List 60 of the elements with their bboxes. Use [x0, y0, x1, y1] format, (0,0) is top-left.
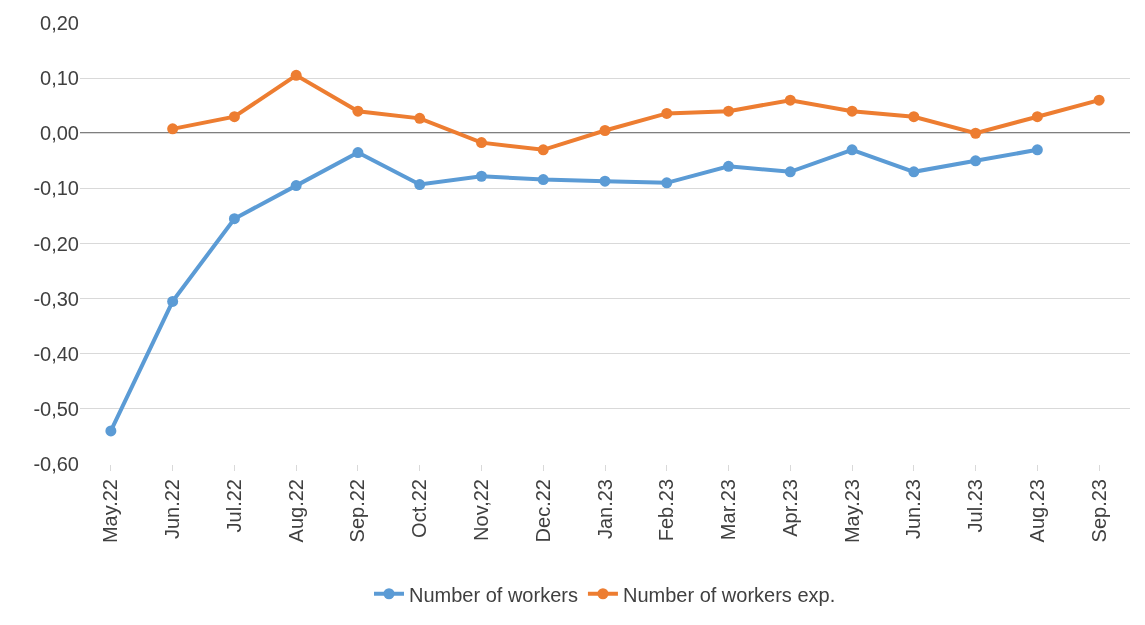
point [846, 144, 858, 156]
y-tick-label: -0,40 [33, 342, 79, 365]
y-tick-label: -0,50 [33, 397, 79, 420]
point [105, 425, 117, 437]
point [352, 147, 364, 159]
x-tick-label: Aug.22 [284, 479, 307, 543]
y-tick-label: -0,30 [33, 287, 79, 310]
x-tick-label: Sep.23 [1087, 479, 1110, 543]
x-tick-label: Aug.23 [1025, 479, 1048, 543]
point [290, 180, 302, 192]
point [290, 69, 302, 81]
x-tick-label: Mar.23 [717, 479, 740, 541]
point [537, 144, 549, 156]
point [167, 295, 179, 307]
point [723, 105, 735, 117]
point [414, 179, 426, 191]
legend-label: Number of workers [409, 583, 578, 606]
point [661, 107, 673, 119]
point [908, 111, 920, 123]
y-tick-label: 0,20 [40, 12, 79, 34]
point [414, 112, 426, 124]
point [475, 137, 487, 149]
point [784, 94, 796, 106]
y-tick-label: -0,20 [33, 232, 79, 255]
x-tick-label: Jun.22 [161, 479, 184, 540]
point [1031, 144, 1043, 156]
x-tick-label: Oct.22 [408, 479, 431, 538]
x-tick-label: Jun.23 [902, 479, 925, 540]
point [784, 166, 796, 178]
x-tick-label: Jul.22 [222, 479, 245, 533]
point [599, 175, 611, 187]
point [970, 127, 982, 139]
x-tick-label: Apr.23 [778, 479, 801, 537]
y-tick-label: -0,60 [33, 453, 79, 475]
point [599, 124, 611, 136]
y-tick-label: 0,00 [40, 122, 79, 145]
point [846, 105, 858, 117]
legend-label: Number of workers exp. [622, 583, 836, 606]
point [228, 111, 240, 123]
point [537, 174, 549, 186]
point [723, 160, 735, 172]
point [970, 155, 982, 167]
point [1093, 94, 1105, 106]
x-tick-label: Dec.22 [531, 479, 554, 543]
point [1031, 111, 1043, 123]
point [661, 177, 673, 189]
point [352, 105, 364, 117]
x-tick-label: Jan.23 [593, 479, 616, 540]
point [475, 170, 487, 182]
x-tick-label: Nov,22 [469, 479, 492, 541]
x-tick-label: May.23 [840, 479, 863, 544]
x-tick-label: Feb.23 [655, 479, 678, 542]
point [908, 166, 920, 178]
y-tick-label: 0,10 [40, 67, 79, 90]
x-tick-label: Jul.23 [964, 479, 987, 533]
x-tick-label: Sep.22 [346, 479, 369, 543]
point [167, 123, 179, 135]
x-tick-label: May.22 [99, 479, 122, 544]
y-tick-label: -0,10 [33, 177, 79, 200]
point [228, 213, 240, 225]
